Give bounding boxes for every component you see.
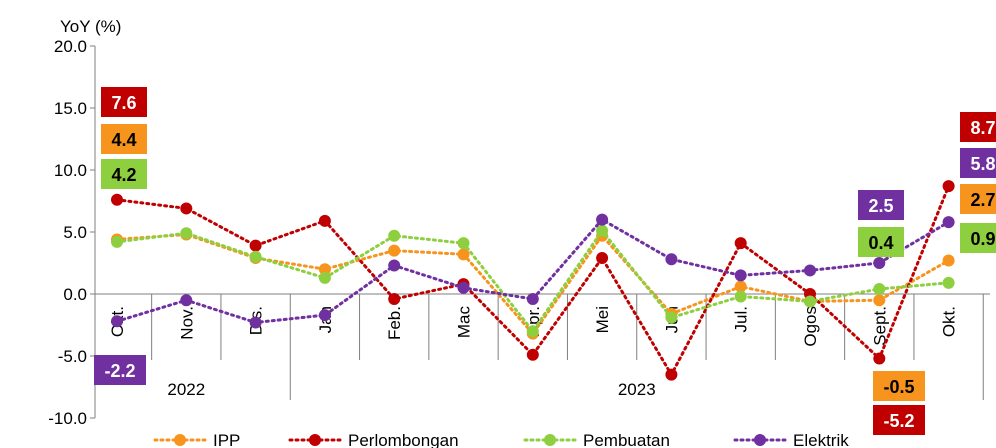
data-label-box bbox=[960, 184, 996, 214]
data-point bbox=[180, 202, 193, 215]
data-point bbox=[388, 244, 401, 257]
data-point bbox=[665, 311, 678, 324]
y-tick-label: 5.0 bbox=[63, 223, 87, 242]
data-point bbox=[942, 254, 955, 267]
data-point bbox=[942, 216, 955, 229]
y-tick-label: 10.0 bbox=[54, 161, 87, 180]
y-tick-label: 0.0 bbox=[63, 285, 87, 304]
data-label-box bbox=[858, 227, 904, 257]
data-label: -5.2 bbox=[883, 411, 914, 431]
data-point bbox=[734, 290, 747, 303]
data-point bbox=[873, 283, 886, 296]
y-axis-title: YoY (%) bbox=[60, 17, 121, 36]
data-point bbox=[873, 294, 886, 307]
data-point bbox=[249, 250, 262, 263]
data-point bbox=[388, 229, 401, 242]
data-point bbox=[734, 237, 747, 250]
data-point bbox=[111, 315, 123, 328]
data-point bbox=[665, 253, 678, 266]
data-label-box bbox=[858, 190, 904, 220]
data-point bbox=[596, 224, 609, 237]
series-layer bbox=[111, 180, 955, 381]
x-tick-label: Sept. bbox=[870, 306, 889, 346]
data-point bbox=[180, 227, 193, 240]
data-point bbox=[526, 292, 539, 305]
axis-layer: 20.0 15.0 10.0 5.0 0.0 -5.0 -10.0 YoY (%) Okt. No… bbox=[48, 17, 990, 428]
data-point bbox=[804, 264, 816, 277]
legend: IPP Perlombongan Pembuatan Elektrik bbox=[153, 431, 849, 448]
data-point bbox=[388, 292, 401, 305]
x-tick-label: Mac bbox=[455, 306, 474, 339]
data-label: -2.2 bbox=[104, 361, 135, 381]
data-point bbox=[596, 252, 609, 265]
legend-label: Perlombongan bbox=[348, 431, 459, 448]
y-tick-label: 20.0 bbox=[54, 37, 87, 56]
legend-label: IPP bbox=[213, 431, 240, 448]
data-point bbox=[596, 213, 609, 226]
data-label-box bbox=[101, 124, 147, 154]
data-point bbox=[318, 263, 331, 276]
data-point bbox=[111, 235, 123, 248]
data-point bbox=[318, 309, 331, 322]
x-tick-label: Nov. bbox=[177, 306, 196, 340]
legend-marker bbox=[754, 434, 766, 446]
legend-label: Elektrik bbox=[793, 431, 849, 448]
data-label: 0.9 bbox=[970, 229, 995, 249]
data-point bbox=[804, 295, 816, 308]
x-tick-label: Okt. bbox=[940, 306, 959, 337]
x-tick-label: Jul. bbox=[732, 306, 751, 332]
data-label: 2.5 bbox=[868, 196, 893, 216]
y-tick-label: 15.0 bbox=[54, 99, 87, 118]
data-label: 4.2 bbox=[111, 165, 136, 185]
data-point bbox=[873, 352, 886, 365]
data-point bbox=[734, 269, 747, 282]
data-point bbox=[457, 237, 470, 250]
data-label: 8.7 bbox=[970, 118, 995, 138]
data-label-box bbox=[960, 112, 996, 142]
x-tick-label: Feb. bbox=[385, 306, 404, 340]
data-label-layer: 7.6 4.4 4.2 -2.2 2.5 0.4 -0.5 -5.2 8.7 5.8 2.7 0.9 bbox=[94, 87, 996, 435]
data-point bbox=[665, 368, 678, 381]
data-label-box bbox=[101, 87, 147, 117]
year-group-label: 2022 bbox=[167, 380, 205, 399]
legend-marker bbox=[544, 434, 556, 446]
data-point bbox=[873, 257, 886, 269]
data-label-box bbox=[873, 371, 925, 401]
legend-label: Pembuatan bbox=[583, 431, 670, 448]
data-point bbox=[942, 180, 955, 193]
data-label: -0.5 bbox=[883, 377, 914, 397]
data-point bbox=[526, 325, 539, 338]
y-tick-label: -10.0 bbox=[48, 409, 87, 428]
data-point bbox=[249, 239, 262, 252]
year-group-label: 2023 bbox=[618, 380, 656, 399]
data-point bbox=[457, 248, 470, 261]
data-label-box bbox=[960, 223, 996, 253]
data-point bbox=[526, 348, 539, 361]
x-tick-label: Mei bbox=[593, 306, 612, 333]
data-point bbox=[388, 259, 401, 272]
data-label-box bbox=[94, 355, 146, 385]
data-label-box bbox=[101, 159, 147, 189]
data-label: 2.7 bbox=[970, 190, 995, 210]
data-point bbox=[318, 271, 331, 284]
data-point bbox=[734, 280, 747, 293]
data-label-box bbox=[960, 148, 996, 178]
y-tick-label: -5.0 bbox=[58, 347, 87, 366]
data-point bbox=[111, 193, 123, 206]
legend-marker bbox=[309, 434, 321, 446]
data-point bbox=[457, 281, 470, 294]
data-label: 7.6 bbox=[111, 93, 136, 113]
data-label: 4.4 bbox=[111, 130, 136, 150]
series-line bbox=[115, 184, 951, 378]
data-label: 5.8 bbox=[970, 154, 995, 174]
data-point bbox=[318, 214, 331, 227]
data-point bbox=[180, 294, 193, 307]
data-point bbox=[249, 316, 262, 329]
data-label: 0.4 bbox=[868, 233, 893, 253]
x-tick-label: Ogos bbox=[801, 306, 820, 347]
data-label-box bbox=[873, 405, 925, 435]
legend-marker bbox=[174, 434, 186, 446]
data-point bbox=[942, 276, 955, 289]
